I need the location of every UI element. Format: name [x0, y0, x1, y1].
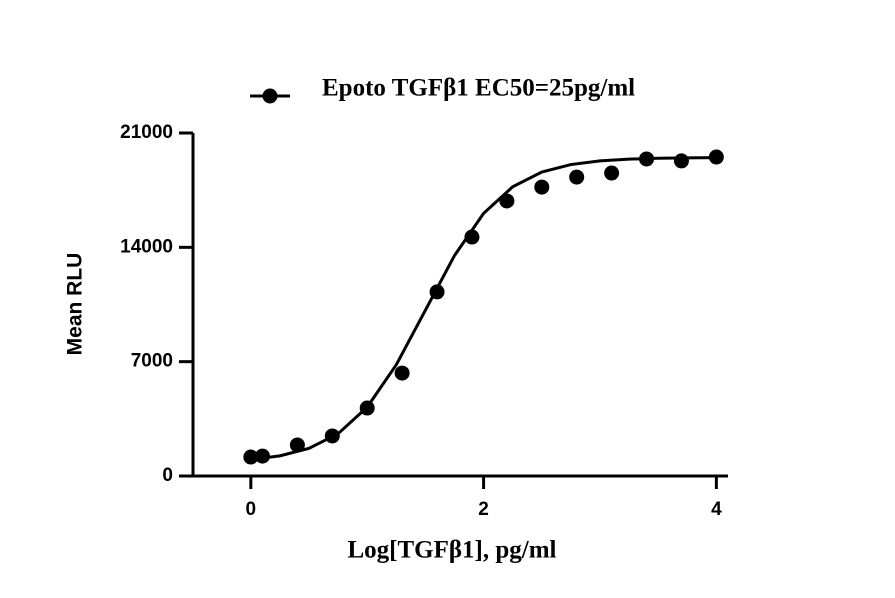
y-tick-label: 7000: [131, 351, 173, 372]
data-point: [534, 179, 550, 195]
data-point: [569, 169, 585, 185]
y-tick-label: 21000: [120, 122, 173, 143]
y-axis-label: Mean RLU: [64, 253, 87, 356]
x-tick-label: 2: [478, 499, 489, 520]
data-point: [673, 153, 689, 169]
x-tick-label: 4: [711, 499, 722, 520]
data-point: [604, 165, 620, 181]
data-point: [254, 448, 270, 464]
data-point: [394, 365, 410, 381]
legend-label: Epoto TGFβ1 EC50=25pg/ml: [322, 75, 635, 102]
data-point: [289, 437, 305, 453]
data-point: [359, 400, 375, 416]
y-tick-label: 14000: [120, 236, 173, 257]
data-point: [499, 193, 515, 209]
y-tick-label: 0: [162, 465, 173, 486]
data-point: [324, 428, 340, 444]
data-point: [708, 149, 724, 165]
fit-curve: [250, 156, 717, 462]
data-point: [243, 449, 259, 465]
legend-marker: [262, 88, 278, 104]
data-point: [429, 284, 445, 300]
data-point: [464, 229, 480, 245]
x-tick-label: 0: [246, 499, 257, 520]
x-axis-label: Log[TGFβ1], pg/ml: [347, 537, 556, 564]
data-point: [639, 151, 655, 167]
